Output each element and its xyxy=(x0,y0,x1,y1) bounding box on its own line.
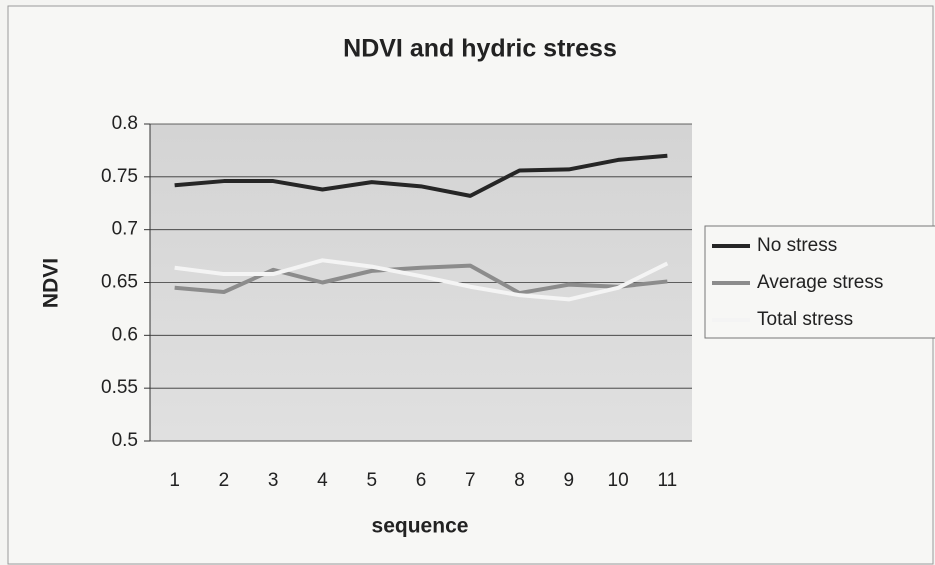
y-tick-label: 0.5 xyxy=(112,430,138,451)
x-tick-label: 8 xyxy=(514,470,525,491)
series-line xyxy=(174,263,668,296)
x-tick-label: 3 xyxy=(268,470,279,491)
x-tick-label: 5 xyxy=(366,470,377,491)
legend-label: No stress xyxy=(757,235,837,256)
y-tick-label: 0.55 xyxy=(101,377,138,398)
y-tick-label: 0.6 xyxy=(112,324,138,345)
x-tick-label: 7 xyxy=(465,470,476,491)
x-axis-label: sequence xyxy=(372,515,469,538)
y-tick-label: 0.65 xyxy=(101,272,138,293)
x-tick-label: 6 xyxy=(416,470,427,491)
y-tick-label: 0.7 xyxy=(112,219,138,240)
x-tick-label: 10 xyxy=(608,470,629,491)
series-line xyxy=(174,258,669,302)
legend-label: Average stress xyxy=(757,272,883,293)
series-line xyxy=(174,153,668,198)
x-tick-label: 4 xyxy=(317,470,328,491)
y-tick-label: 0.8 xyxy=(112,113,138,134)
y-tick-label: 0.75 xyxy=(101,166,138,187)
legend-label: Total stress xyxy=(757,309,853,330)
x-tick-label: 11 xyxy=(657,470,677,491)
x-tick-label: 2 xyxy=(219,470,230,491)
x-tick-label: 9 xyxy=(564,470,575,491)
y-axis-label: NDVI xyxy=(40,258,63,308)
chart-title: NDVI and hydric stress xyxy=(343,35,617,63)
x-tick-label: 1 xyxy=(169,470,180,491)
